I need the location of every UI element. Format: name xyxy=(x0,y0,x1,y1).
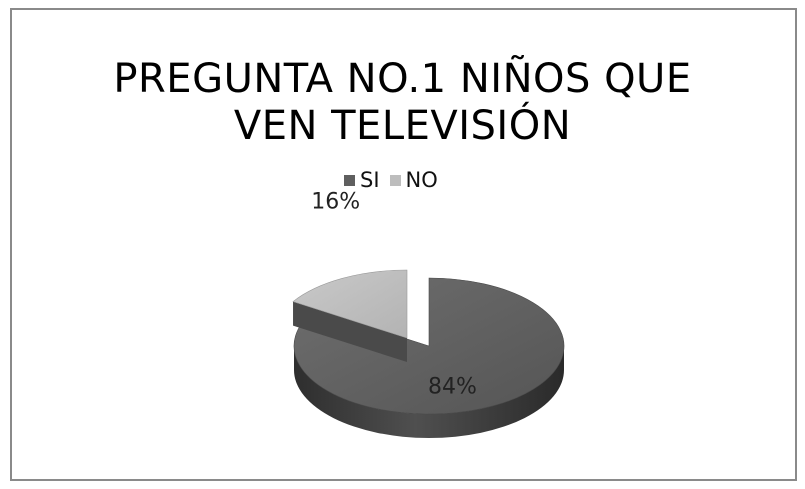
data-label-si: 84% xyxy=(428,374,477,399)
legend-item-no: NO xyxy=(389,168,438,192)
legend-swatch-si xyxy=(344,174,355,186)
chart-title-line-1: PREGUNTA NO.1 NIÑOS QUE xyxy=(113,56,692,102)
chart-title-line-2: VEN TELEVISIÓN xyxy=(233,103,572,149)
legend-label-si: SI xyxy=(360,168,380,192)
slice-no-wall xyxy=(293,301,407,362)
legend-swatch-no xyxy=(389,174,401,186)
legend-item-si: SI xyxy=(344,168,380,192)
slice-si xyxy=(293,277,565,415)
slice-si-side xyxy=(294,346,564,438)
legend: SI NO xyxy=(344,166,448,194)
slice-no xyxy=(292,269,408,339)
legend-label-no: NO xyxy=(405,168,438,192)
data-label-no: 16% xyxy=(311,190,360,215)
